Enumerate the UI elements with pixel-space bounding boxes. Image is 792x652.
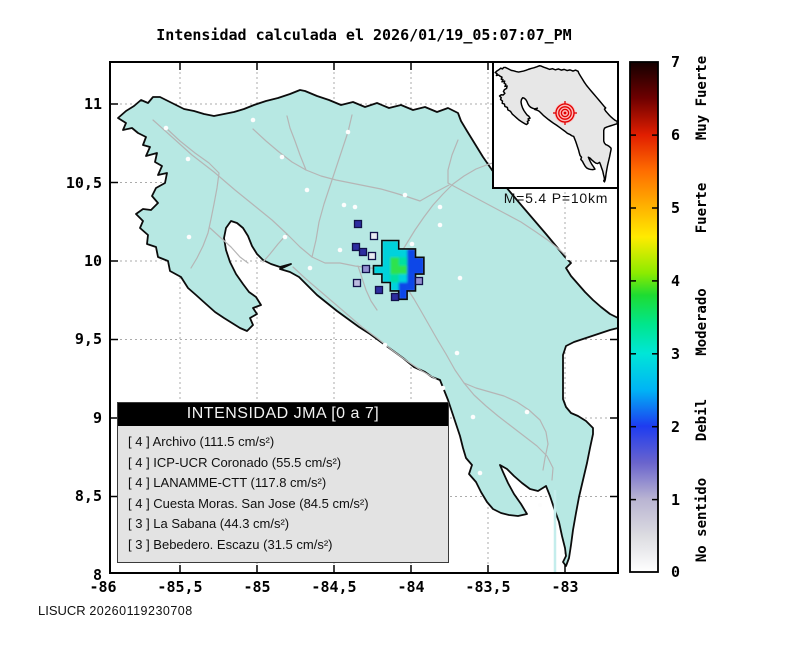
colorbar-gradient (630, 62, 658, 572)
intensity-cell (381, 274, 391, 283)
intensity-cell (390, 257, 399, 266)
intensity-cell (373, 265, 383, 275)
intensity-cell (398, 290, 408, 300)
intensity-cell (390, 282, 399, 292)
epicenter-icon (553, 101, 577, 125)
intensity-cell (390, 274, 399, 283)
colorbar-tick-label: 2 (671, 418, 680, 436)
colorbar-band-label: No sentido (694, 478, 710, 562)
y-tick-label: 8 (93, 566, 102, 584)
agency-label: LISUCR (38, 603, 86, 618)
magnitude-depth-label: M=5.4 P=10km (504, 190, 609, 206)
station-marker (369, 231, 379, 241)
legend-item: [ 3 ] Bebedero. Escazu (31.5 cm/s²) (128, 536, 333, 552)
x-tick-label: -83,5 (465, 578, 510, 596)
intensity-cluster (372, 239, 425, 301)
station-marker (358, 247, 368, 257)
station-marker (352, 278, 362, 288)
inset-map: M=5.4 P=10km (492, 61, 619, 206)
x-tick-label: -84 (397, 578, 424, 596)
station-marker (367, 251, 377, 261)
road-network (152, 114, 569, 481)
colorbar-tick-label: 4 (671, 272, 680, 290)
intensity-cell (398, 274, 408, 283)
intensity-cell (415, 265, 424, 275)
intensity-cell (398, 257, 408, 266)
intensity-cell (381, 248, 391, 258)
y-tick-label: 10 (84, 252, 102, 270)
footer-stamp: LISUCR 20260119230708 (38, 603, 193, 618)
y-tick-label: 8,5 (75, 487, 102, 505)
colorbar-band-label: Fuerte (694, 183, 710, 234)
y-axis-labels: 11 10,5 10 9,5 9 8,5 8 (66, 95, 102, 584)
intensity-cell (390, 240, 399, 250)
legend-item: [ 4 ] Archivo (111.5 cm/s²) (128, 434, 275, 449)
y-tick-label: 11 (84, 95, 102, 113)
x-tick-label: -86 (89, 578, 116, 596)
legend-items: [ 4 ] Archivo (111.5 cm/s²) [ 4 ] ICP-UC… (118, 426, 448, 562)
colorbar-tick-label: 6 (671, 126, 680, 144)
intensity-cell (407, 257, 416, 266)
legend-item: [ 4 ] ICP-UCR Coronado (55.5 cm/s²) (128, 454, 342, 470)
station-marker (374, 285, 384, 295)
x-tick-label: -84,5 (311, 578, 356, 596)
legend-item: [ 4 ] Cuesta Moras. San Jose (84.5 cm/s²… (128, 495, 369, 511)
intensity-cell (407, 248, 416, 258)
intensity-cell (381, 257, 391, 266)
x-tick-label: -83 (551, 578, 578, 596)
intensity-cell (407, 265, 416, 275)
station-marker (414, 276, 424, 286)
legend-header: INTENSIDAD JMA [0 a 7] (118, 403, 448, 426)
intensity-cell (398, 282, 408, 292)
colorbar-tick-label: 0 (671, 563, 680, 581)
y-tick-label: 9,5 (75, 330, 102, 348)
colorbar-band-label: Moderado (694, 288, 710, 355)
inset-border (492, 61, 619, 189)
colorbar-band-label: Muy Fuerte (694, 56, 710, 140)
colorbar-tick-label: 5 (671, 199, 680, 217)
intensity-cell (381, 265, 391, 275)
intensity-cell (415, 257, 424, 266)
colorbar-border (629, 61, 659, 573)
x-tick-label: -85,5 (157, 578, 202, 596)
colorbar-tick-label: 1 (671, 491, 680, 509)
intensity-cell (381, 240, 391, 250)
station-markers (351, 219, 424, 302)
x-tick-label: -85 (243, 578, 270, 596)
intensity-cell (398, 248, 408, 258)
intensity-cell (398, 265, 408, 275)
y-tick-label: 9 (93, 409, 102, 427)
page-title: Intensidad calculada el 2026/01/19_05:07… (156, 26, 572, 44)
intensity-cell (390, 248, 399, 258)
legend-item: [ 3 ] La Sabana (44.3 cm/s²) (128, 516, 290, 531)
station-marker (351, 242, 361, 252)
timestamp-code: 20260119230708 (89, 604, 193, 618)
colorbar-ticks (630, 134, 658, 501)
intensity-cell (407, 274, 416, 283)
intensity-cell (407, 282, 416, 292)
x-axis-labels: -86 -85,5 -85 -84,5 -84 -83,5 -83 (89, 578, 578, 596)
colorbar: 7 6 5 4 3 2 1 0 Muy Fuerte Fuerte Modera… (629, 53, 710, 581)
station-marker (361, 264, 371, 274)
colorbar-tick-label: 7 (671, 53, 680, 71)
intensity-cell (390, 265, 399, 275)
station-marker (390, 292, 400, 302)
colorbar-band-label: Debil (694, 399, 710, 441)
y-tick-label: 10,5 (66, 174, 102, 192)
legend-item: [ 4 ] LANAMME-CTT (117.8 cm/s²) (128, 475, 327, 490)
station-marker (353, 219, 363, 229)
plot-border (109, 61, 619, 574)
colorbar-tick-label: 3 (671, 345, 680, 363)
intensity-legend: INTENSIDAD JMA [0 a 7] [ 4 ] Archivo (11… (117, 402, 449, 563)
